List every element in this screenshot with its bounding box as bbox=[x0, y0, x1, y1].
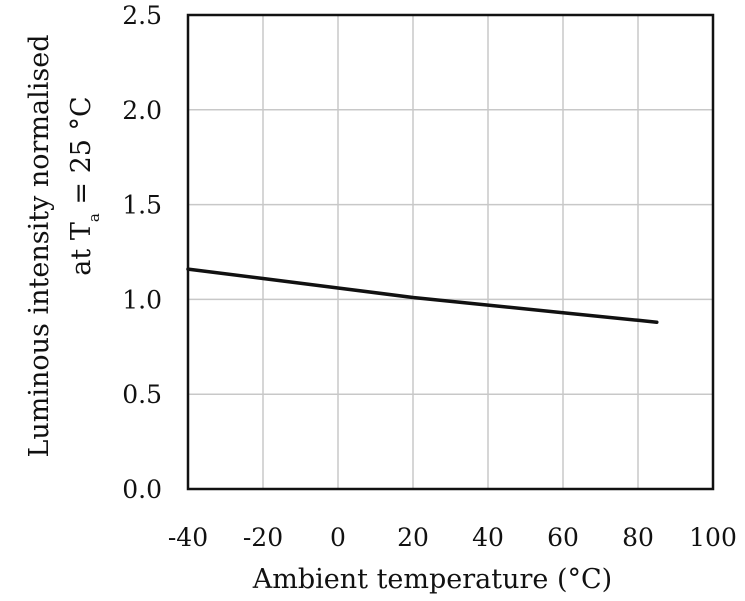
series-line bbox=[186, 267, 659, 324]
series-group bbox=[186, 267, 659, 324]
plot-frame bbox=[186, 13, 715, 491]
x-tick-label: 40 bbox=[472, 523, 504, 552]
y-tick-label: 2.0 bbox=[122, 96, 162, 125]
grid-lines bbox=[188, 15, 713, 489]
x-tick-label: 80 bbox=[622, 523, 654, 552]
y-tick-label: 0.0 bbox=[122, 475, 162, 504]
x-tick-label: 100 bbox=[689, 523, 737, 552]
y-axis-label: Luminous intensity normalised at Ta = 25… bbox=[24, 34, 103, 457]
y-tick-label: 1.5 bbox=[122, 191, 162, 220]
y-tick-labels: 0.0 0.5 1.0 1.5 2.0 2.5 bbox=[122, 1, 162, 504]
x-axis-label: Ambient temperature (°C) bbox=[252, 564, 612, 595]
y-tick-label: 0.5 bbox=[122, 380, 162, 409]
x-tick-label: -20 bbox=[243, 523, 283, 552]
x-tick-label: 0 bbox=[330, 523, 346, 552]
x-tick-label: 60 bbox=[547, 523, 579, 552]
y-axis-label-tail: = 25 °C bbox=[66, 96, 97, 213]
x-tick-label: -40 bbox=[168, 523, 208, 552]
y-axis-label-at: at T bbox=[66, 222, 97, 276]
y-tick-label: 2.5 bbox=[122, 1, 162, 30]
x-tick-label: 20 bbox=[397, 523, 429, 552]
y-axis-label-line2: at Ta = 25 °C bbox=[66, 96, 103, 275]
y-axis-label-line1: Luminous intensity normalised bbox=[24, 34, 55, 457]
y-axis-label-subscript: a bbox=[85, 213, 103, 222]
y-tick-label: 1.0 bbox=[122, 285, 162, 314]
x-tick-labels: -40 -20 0 20 40 60 80 100 bbox=[168, 523, 737, 552]
